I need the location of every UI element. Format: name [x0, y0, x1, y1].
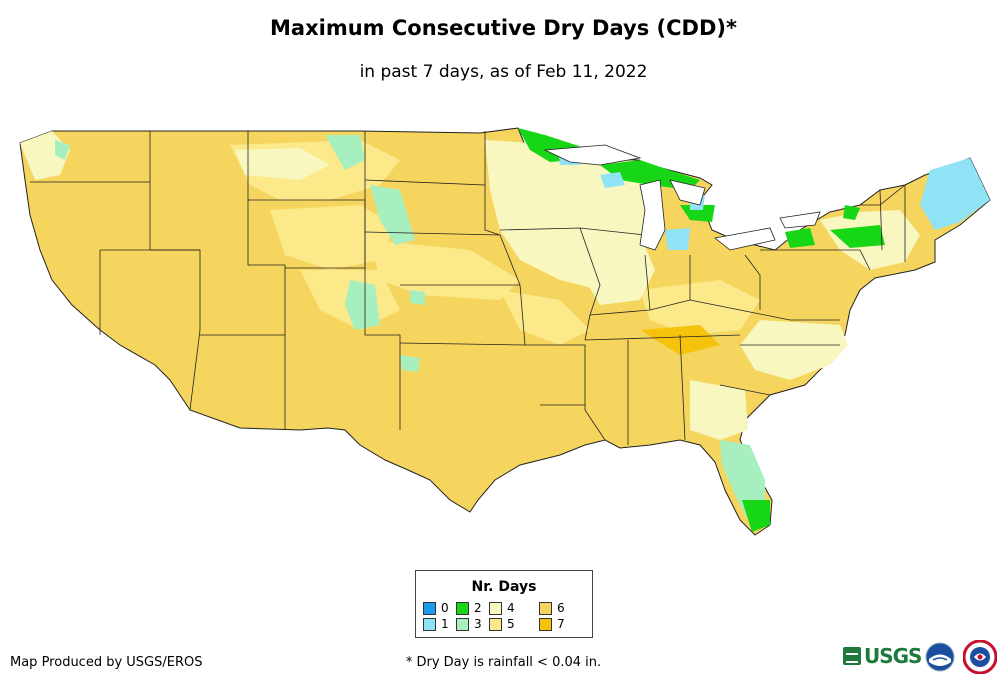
legend-item-6: 6 — [539, 602, 565, 615]
legend-label: 4 — [507, 601, 515, 615]
legend-label: 2 — [474, 601, 482, 615]
legend-item-5: 5 — [489, 618, 515, 631]
legend-label: 7 — [557, 617, 565, 631]
state-borders — [30, 131, 906, 445]
legend-label: 0 — [441, 601, 449, 615]
legend-swatch — [423, 602, 436, 615]
map-legend: Nr. Days 0 1 2 3 4 5 6 7 — [415, 570, 593, 638]
legend-item-4: 4 — [489, 602, 515, 615]
legend-label: 5 — [507, 617, 515, 631]
legend-item-1: 1 — [423, 618, 449, 631]
legend-swatch — [489, 618, 502, 631]
great-lakes — [543, 144, 821, 251]
nws-logo-icon — [963, 640, 997, 674]
legend-label: 1 — [441, 617, 449, 631]
usgs-logo-text: USGS — [864, 644, 922, 668]
legend-swatch — [539, 602, 552, 615]
usgs-logo-icon: USGS — [843, 643, 922, 669]
map-credit: Map Produced by USGS/EROS — [10, 655, 203, 670]
legend-item-2: 2 — [456, 602, 482, 615]
usgs-mark-icon — [843, 647, 861, 665]
legend-label: 3 — [474, 617, 482, 631]
noaa-logo-icon — [925, 642, 955, 672]
map-subtitle: in past 7 days, as of Feb 11, 2022 — [359, 62, 648, 82]
cdd-map — [19, 127, 991, 536]
dry-day-footnote: * Dry Day is rainfall < 0.04 in. — [405, 655, 602, 670]
legend-swatch — [456, 602, 469, 615]
legend-title: Nr. Days — [471, 579, 537, 595]
legend-swatch — [423, 618, 436, 631]
map-title: Maximum Consecutive Dry Days (CDD)* — [270, 16, 737, 40]
legend-swatch — [539, 618, 552, 631]
legend-swatch — [489, 602, 502, 615]
legend-item-7: 7 — [539, 618, 565, 631]
legend-swatch — [456, 618, 469, 631]
legend-item-0: 0 — [423, 602, 449, 615]
legend-item-3: 3 — [456, 618, 482, 631]
legend-label: 6 — [557, 601, 565, 615]
